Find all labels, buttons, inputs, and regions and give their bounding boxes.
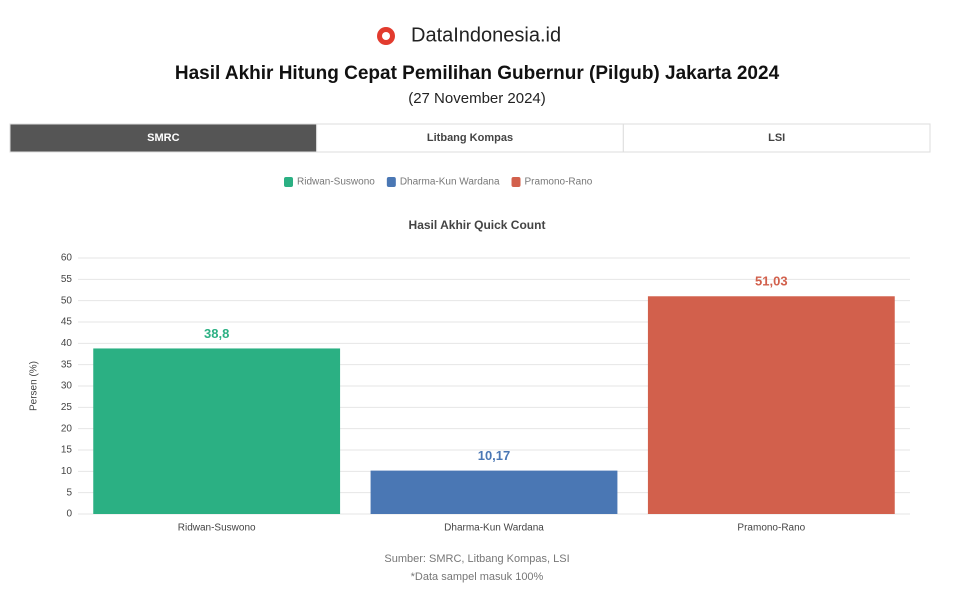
legend-swatch[interactable]: [511, 177, 521, 187]
bar: [93, 348, 341, 514]
legend-label[interactable]: Ridwan-Suswono: [297, 177, 375, 188]
y-tick-label: 20: [61, 423, 73, 434]
bar: [370, 470, 618, 514]
x-tick-label: Ridwan-Suswono: [178, 523, 256, 534]
legend-swatch[interactable]: [386, 177, 396, 187]
x-tick-label: Dharma-Kun Wardana: [444, 523, 544, 534]
y-axis-label: Persen (%): [29, 361, 40, 411]
y-tick-label: 35: [61, 359, 73, 370]
y-tick-label: 30: [61, 381, 73, 392]
tab[interactable]: [622, 123, 931, 153]
y-tick-label: 25: [61, 402, 73, 413]
y-tick-label: 40: [61, 338, 73, 349]
y-tick-label: 10: [61, 466, 73, 477]
value-label: 10,17: [478, 448, 511, 463]
y-tick-label: 45: [61, 317, 73, 328]
subtitle: (27 November 2024): [408, 90, 546, 107]
value-label: 51,03: [755, 274, 788, 289]
legend-swatch[interactable]: [284, 177, 293, 187]
y-tick-label: 55: [61, 274, 73, 285]
legend-label[interactable]: Pramono-Rano: [525, 177, 593, 188]
y-tick-label: 50: [61, 295, 73, 306]
y-tick-label: 15: [61, 445, 73, 456]
source: Sumber: SMRC, Litbang Kompas, LSI: [384, 553, 569, 565]
y-tick-label: 5: [66, 487, 72, 498]
note: *Data sampel masuk 100%: [411, 571, 544, 583]
y-tick-label: 60: [61, 253, 73, 264]
value-label: 38,8: [204, 326, 229, 341]
tab-label[interactable]: Litbang Kompas: [427, 132, 513, 144]
y-tick-label: 0: [66, 509, 72, 520]
tab-label[interactable]: SMRC: [147, 132, 179, 144]
bar: [647, 296, 895, 514]
logo-icon-hole: [382, 32, 390, 40]
tab[interactable]: [316, 123, 624, 153]
brand: DataIndonesia.id: [411, 24, 561, 46]
chart-title: Hasil Akhir Quick Count: [409, 218, 546, 232]
x-tick-label: Pramono-Rano: [737, 523, 805, 534]
legend-label[interactable]: Dharma-Kun Wardana: [400, 177, 500, 188]
tab-label[interactable]: LSI: [768, 132, 785, 144]
title: Hasil Akhir Hitung Cepat Pemilihan Guber…: [175, 63, 780, 84]
